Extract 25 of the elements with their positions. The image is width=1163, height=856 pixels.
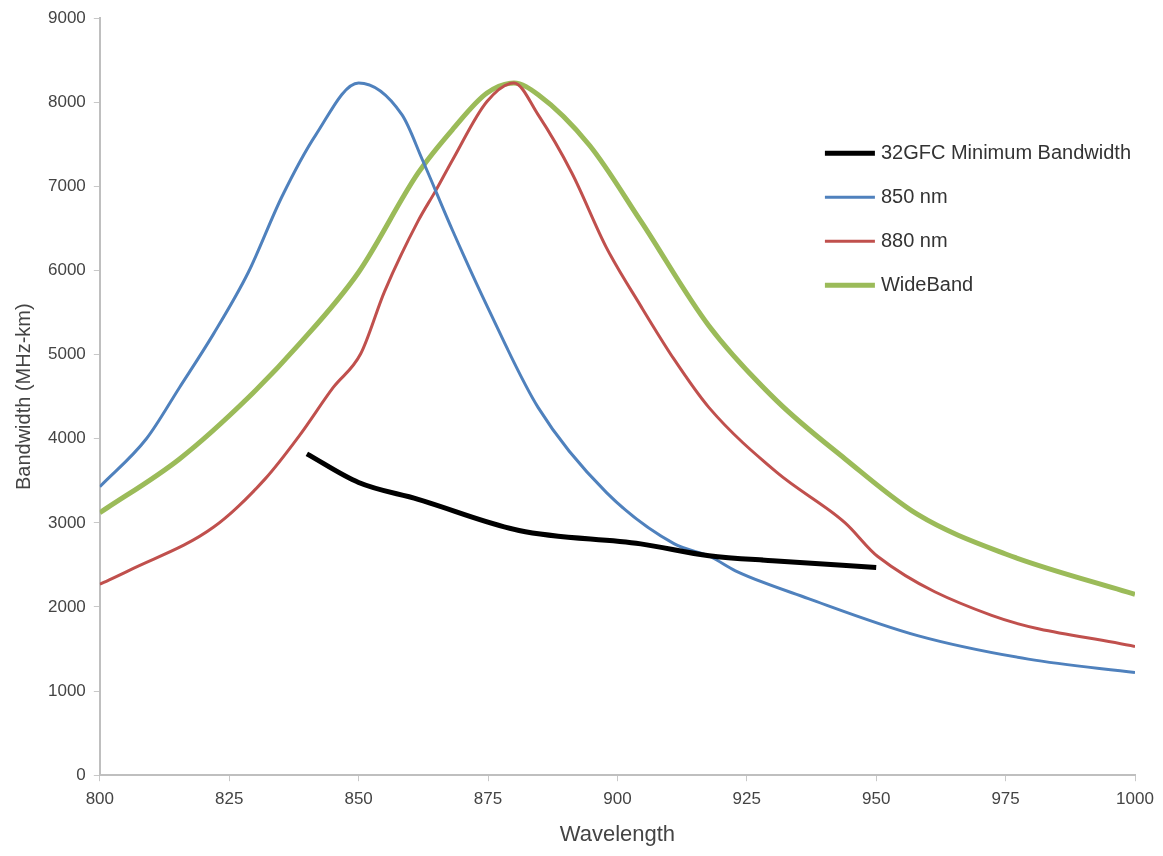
x-tick-label: 850 — [344, 789, 373, 809]
x-tick-label: 875 — [473, 789, 503, 809]
y-tick-label: 3000 — [47, 512, 86, 532]
x-tick-label: 900 — [603, 789, 632, 809]
y-tick-label: 2000 — [47, 596, 86, 616]
legend-label: 880 nm — [880, 228, 948, 251]
x-tick-label: 800 — [85, 789, 115, 809]
legend-label: 32GFC Minimum Bandwidth — [880, 140, 1132, 163]
x-tick-label: 1000 — [1116, 789, 1154, 809]
x-tick-label: 925 — [732, 789, 761, 809]
y-tick-label: 7000 — [47, 176, 86, 196]
y-tick-label: 8000 — [47, 92, 86, 111]
legend-label: WideBand — [880, 272, 974, 295]
y-tick-label: 4000 — [47, 428, 86, 448]
y-axis-title: Bandwidth (MHz-km) — [11, 303, 34, 491]
y-tick-label: 0 — [76, 764, 86, 784]
legend-label: 850 nm — [880, 184, 948, 207]
x-tick-label: 975 — [991, 789, 1020, 809]
x-tick-label: 950 — [862, 789, 891, 809]
y-tick-label: 1000 — [47, 680, 86, 700]
x-tick-label: 825 — [215, 789, 244, 809]
y-tick-label: 5000 — [47, 344, 86, 364]
x-axis-title: Wavelength — [559, 820, 676, 846]
y-tick-label: 9000 — [47, 7, 86, 27]
y-tick-label: 6000 — [47, 260, 86, 280]
